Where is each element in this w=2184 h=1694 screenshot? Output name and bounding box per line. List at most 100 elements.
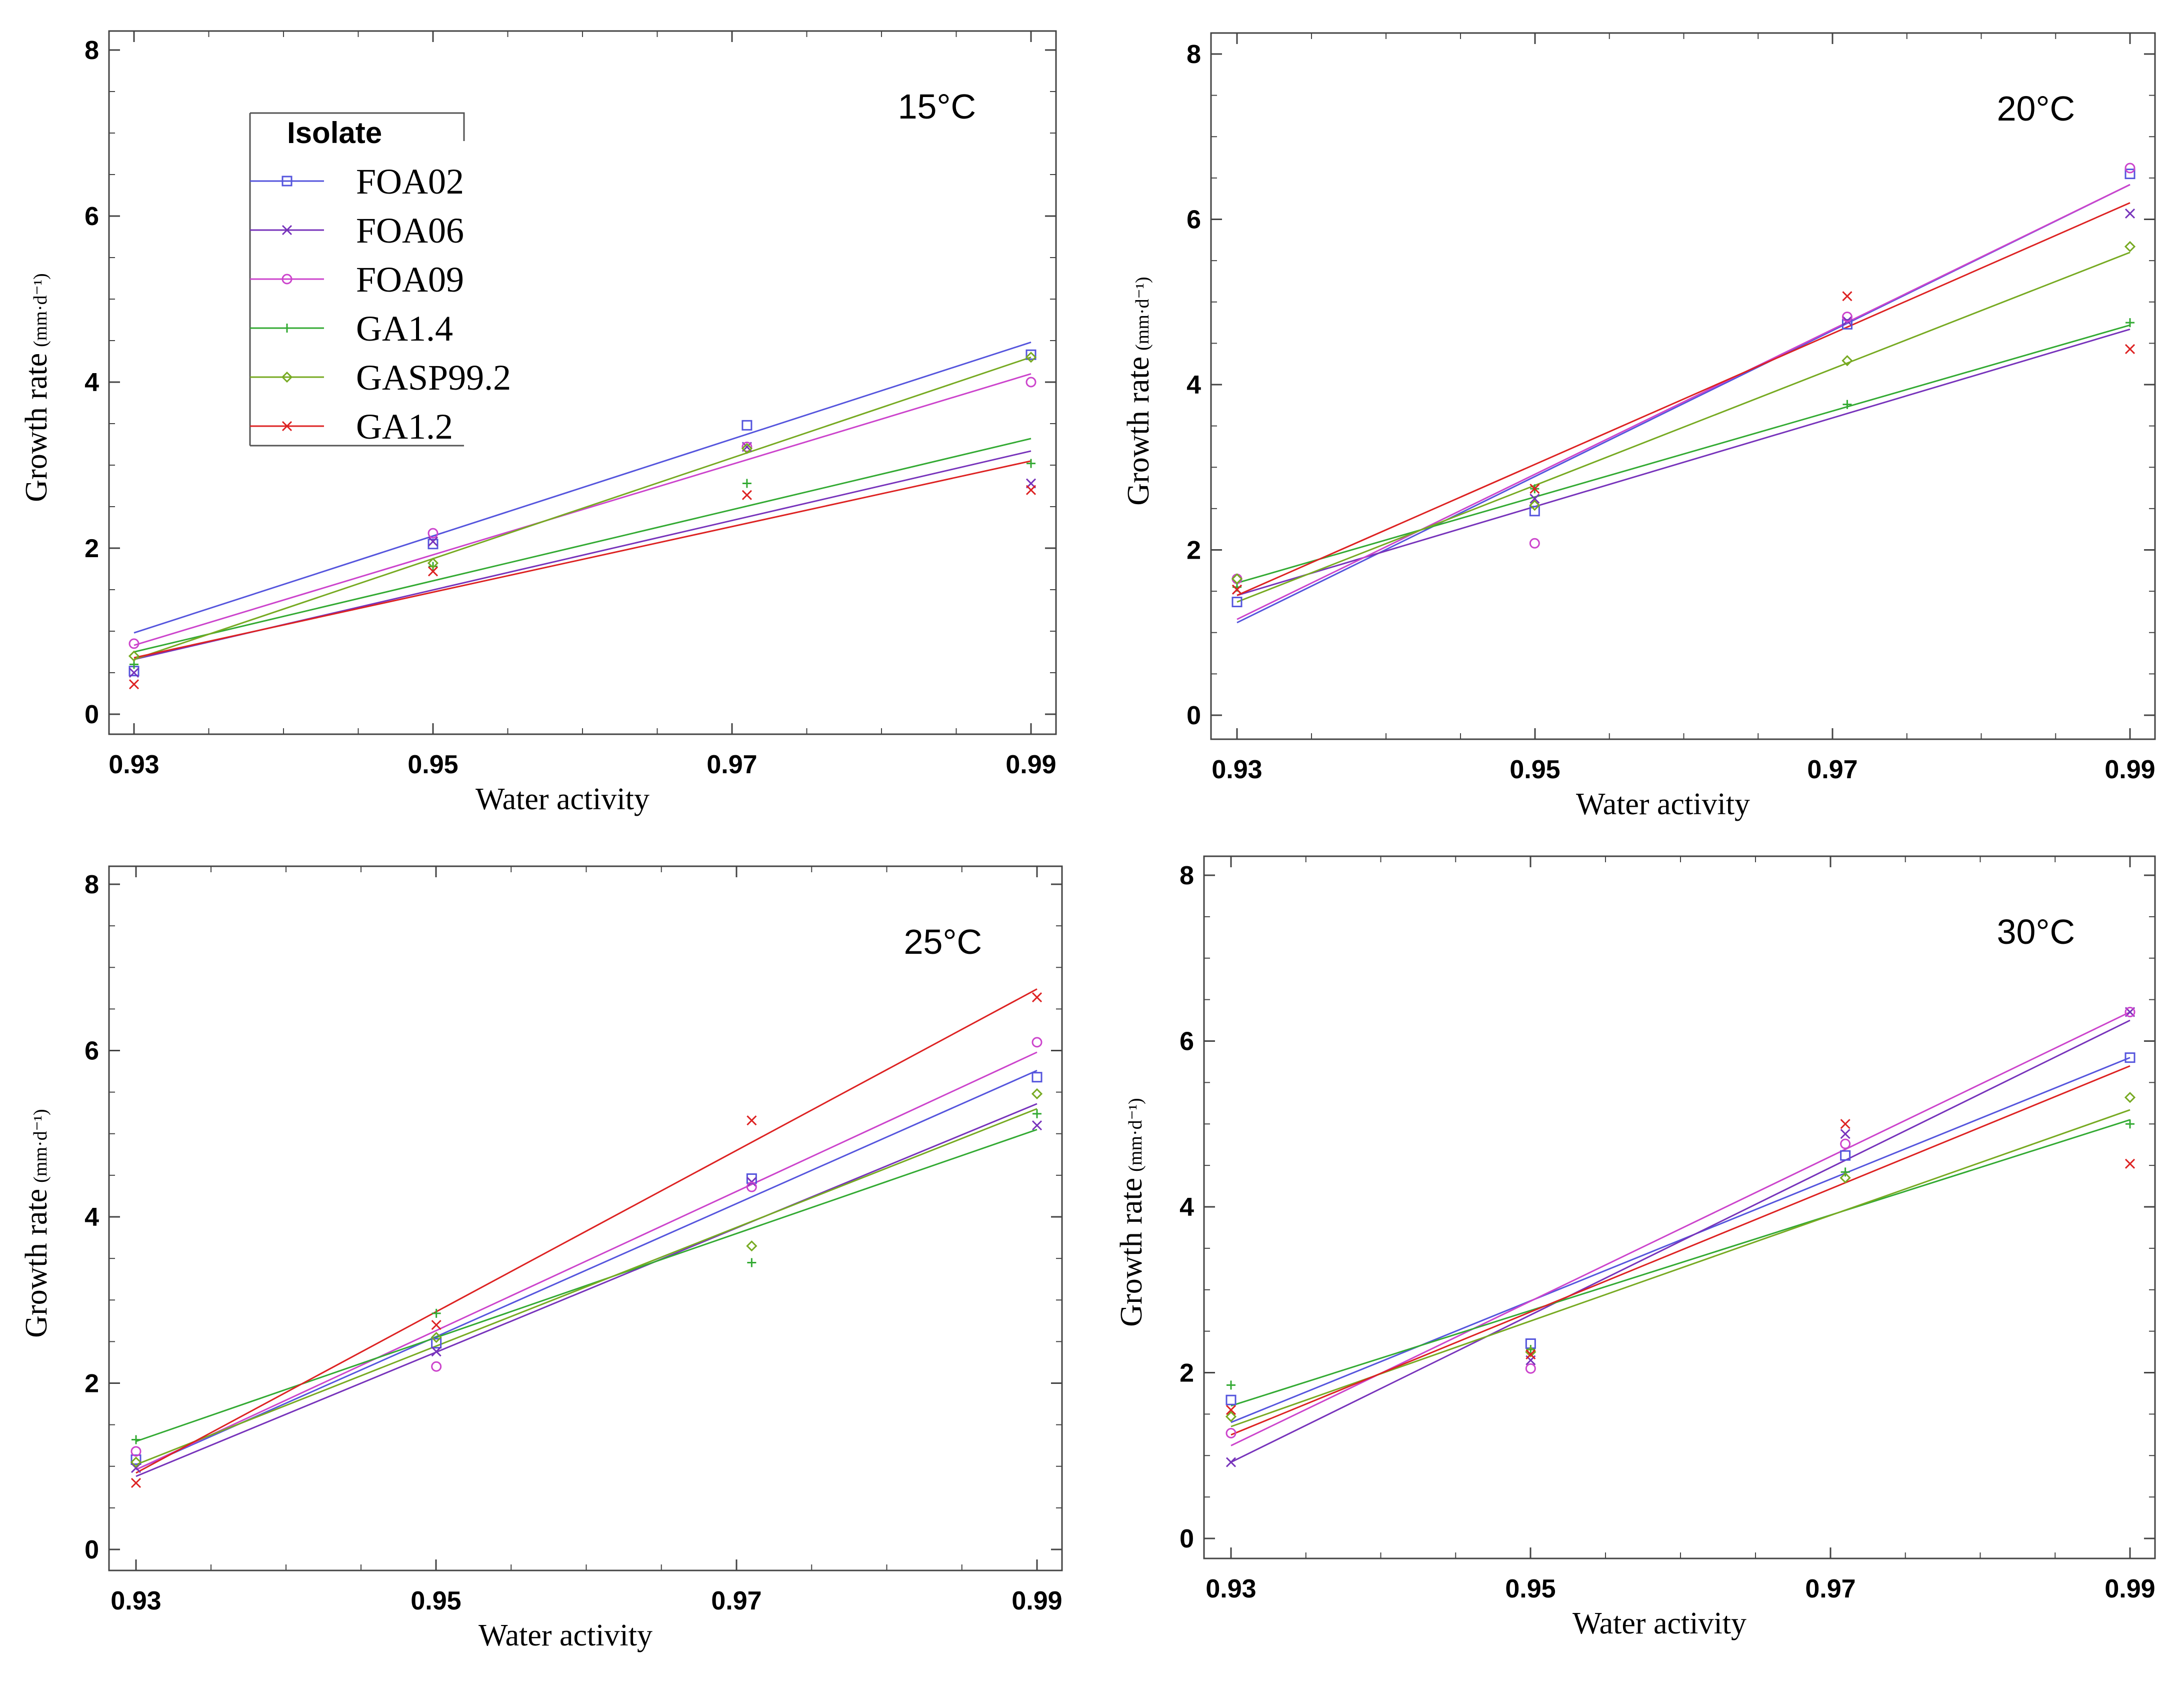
x-tick-label: 0.95 [1510, 755, 1560, 784]
data-point-foa09 [431, 1361, 442, 1372]
data-point-ga1-2 [746, 1115, 757, 1126]
chart-panel-15c: 0 2 4 6 8 0.93 0.95 0.97 0.99 Water activity Growt… [20, 30, 1057, 816]
legend-label-foa02: FOA02 [356, 162, 464, 202]
data-point-ga1-2 [1032, 992, 1042, 1003]
data-point-gasp99-2 [427, 557, 439, 569]
fit-line-foa09 [1230, 1011, 2130, 1446]
y-tick-label: 0 [1180, 1524, 1194, 1553]
data-point-gasp99-2 [1031, 1088, 1043, 1100]
data-point-foa09 [1026, 377, 1036, 388]
data-point-foa09 [2124, 163, 2136, 174]
y-axis-title: Growth rate(mm·d⁻¹) [1114, 1098, 1148, 1326]
data-point-foa09 [128, 638, 140, 649]
y-tick-label: 0 [84, 700, 99, 729]
y-tick-label: 8 [1180, 861, 1194, 890]
fit-line-ga1-4 [134, 438, 1032, 653]
data-point-foa09 [1840, 1138, 1851, 1149]
y-tick-label: 8 [1186, 40, 1201, 69]
plot-frame [1203, 855, 2156, 1559]
x-axis-title: Water activity [1572, 1606, 1746, 1640]
data-point-foa06 [130, 1463, 142, 1473]
fit-line-foa02 [136, 1070, 1038, 1470]
fit-line-ga1-4 [1236, 324, 2130, 584]
fit-line-gasp99-2 [134, 356, 1032, 660]
data-point-foa02 [1232, 597, 1242, 608]
data-point-ga1-4 [1032, 1109, 1042, 1118]
x-tick-label: 0.99 [1012, 1586, 1062, 1615]
fit-line-foa09 [136, 1051, 1038, 1470]
data-point-foa06 [428, 536, 438, 547]
x-tick-label: 0.93 [108, 750, 159, 779]
data-point-ga1-4 [432, 1308, 441, 1318]
legend-label-gasp99-2: GASP99.2 [356, 358, 511, 398]
data-point-ga1-4 [428, 562, 438, 571]
data-point-foa02 [742, 420, 752, 431]
fit-line-ga1-4 [136, 1129, 1038, 1442]
data-point-foa02 [1026, 349, 1036, 360]
data-point-ga1-2 [1026, 485, 1036, 495]
y-tick-label: 6 [84, 202, 99, 231]
y-axis-title: Growth rate(mm·d⁻¹) [20, 1109, 54, 1337]
fit-line-foa09 [1236, 184, 2130, 620]
y-tick-label: 6 [1186, 206, 1201, 235]
data-point-ga1-2 [742, 490, 752, 500]
data-point-gasp99-2 [1225, 1411, 1237, 1422]
fit-line-foa09 [134, 373, 1032, 646]
data-point-ga1-4 [2126, 1119, 2134, 1129]
data-point-gasp99-2 [741, 443, 753, 454]
data-point-foa09 [282, 274, 292, 285]
data-point-foa06 [1226, 1457, 1236, 1467]
legend-title: Isolate [287, 116, 382, 150]
temperature-label: 15°C [898, 87, 976, 126]
data-point-ga1-4 [742, 479, 752, 488]
legend-label-foa09: FOA09 [356, 260, 464, 300]
data-point-gasp99-2 [2124, 1092, 2136, 1103]
fit-line-gasp99-2 [1236, 252, 2130, 603]
y-tick-label: 2 [84, 1369, 99, 1398]
fit-line-foa06 [1230, 1019, 2130, 1463]
data-point-ga1-2 [128, 679, 140, 690]
data-point-ga1-4 [1026, 459, 1036, 468]
data-point-gasp99-2 [128, 650, 140, 662]
data-point-ga1-2 [428, 566, 438, 577]
data-point-foa06 [1530, 493, 1540, 504]
data-point-gasp99-2 [1231, 573, 1243, 585]
data-point-gasp99-2 [746, 1240, 758, 1252]
y-tick-label: 6 [84, 1037, 99, 1066]
fit-line-foa06 [1236, 328, 2130, 596]
y-tick-label: 4 [1186, 371, 1201, 400]
data-point-ga1-2 [130, 1477, 142, 1488]
data-point-gasp99-2 [1529, 500, 1540, 511]
y-tick-label: 4 [84, 1203, 99, 1232]
y-tick-label: 8 [84, 870, 99, 899]
x-tick-label: 0.99 [2104, 1574, 2155, 1603]
data-point-gasp99-2 [1025, 352, 1037, 363]
x-tick-label: 0.97 [1807, 755, 1858, 784]
fit-line-gasp99-2 [136, 1108, 1038, 1465]
data-point-gasp99-2 [130, 1456, 142, 1468]
data-point-ga1-2 [431, 1320, 442, 1330]
data-point-foa09 [130, 1446, 142, 1457]
data-point-ga1-2 [1530, 484, 1540, 494]
data-point-foa09 [1226, 1427, 1236, 1438]
plot-frame [1210, 32, 2156, 740]
x-tick-label: 0.95 [408, 750, 458, 779]
chart-panel-25c: 0 2 4 6 8 0.93 0.95 0.97 0.99 Water activity Growt… [20, 865, 1063, 1652]
data-point-ga1-4 [132, 1435, 140, 1444]
y-tick-label: 0 [1186, 701, 1201, 730]
fit-line-foa02 [134, 341, 1032, 634]
temperature-label: 25°C [904, 922, 982, 961]
data-point-foa02 [1032, 1072, 1042, 1083]
fit-line-ga1-4 [1230, 1119, 2130, 1407]
data-point-foa09 [1842, 311, 1852, 322]
x-tick-label: 0.95 [410, 1586, 461, 1615]
x-tick-label: 0.97 [1805, 1574, 1856, 1603]
y-tick-label: 2 [84, 534, 99, 563]
y-tick-label: 0 [84, 1535, 99, 1564]
temperature-label: 30°C [1997, 912, 2075, 951]
data-point-ga1-2 [1842, 291, 1852, 302]
x-tick-label: 0.97 [706, 750, 757, 779]
x-axis-title: Water activity [1576, 787, 1750, 821]
data-point-foa09 [2124, 1006, 2136, 1017]
